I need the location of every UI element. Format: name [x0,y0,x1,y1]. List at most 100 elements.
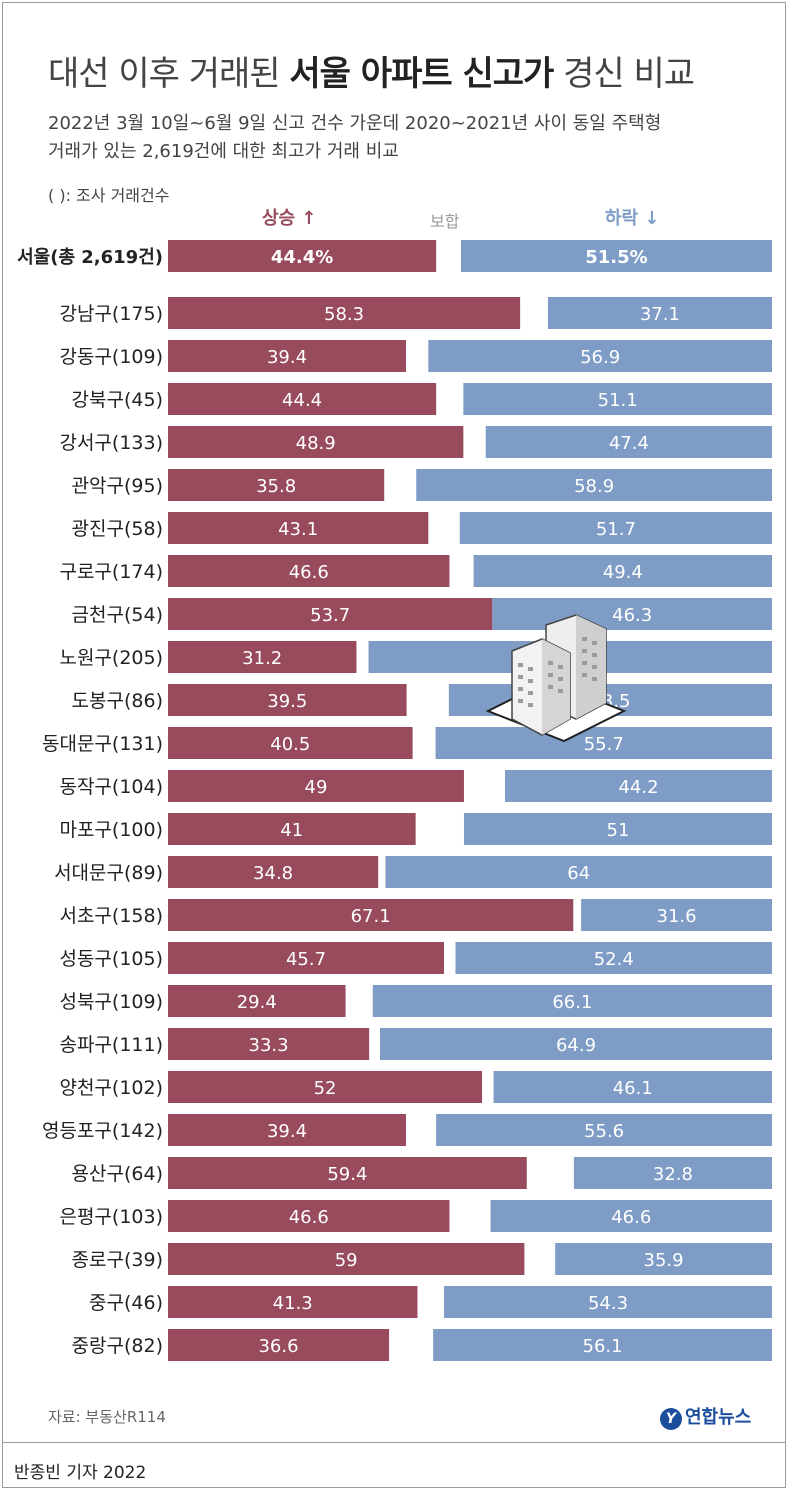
bar-down [436,1114,772,1146]
category-label: 관악구(95) [72,475,163,497]
category-label: 강서구(133) [59,432,163,454]
category-label: 은평구(103) [59,1206,163,1228]
category-label: 서대문구(89) [54,862,163,884]
data-label-up: 29.4 [237,992,277,1013]
data-label-down: 32.8 [653,1164,693,1185]
bar-down [460,240,772,272]
data-label-up: 46.6 [289,1207,329,1228]
category-label: 성동구(105) [59,948,163,970]
data-label-up: 39.5 [267,691,307,712]
bar-up [168,727,413,759]
data-label-down: 35.9 [644,1250,684,1271]
category-label: 광진구(58) [72,518,163,540]
data-label-down: 55.7 [584,734,624,755]
data-label-up: 49 [305,777,328,798]
chart-subtitle: 2022년 3월 10일~6월 9일 신고 건수 가운데 2020~2021년 … [48,113,662,162]
bar-up [168,1286,418,1318]
data-label-up: 45.7 [286,949,326,970]
bar-up [168,770,464,802]
category-label: 마포구(100) [59,819,163,841]
bar-down [385,856,772,888]
bar-up [168,469,385,501]
bar-down [459,512,772,544]
up-arrow-icon: ↑ [301,208,317,229]
data-label-down: 66.1 [552,992,592,1013]
data-label-up: 31.2 [242,648,282,669]
brand-icon: Y [660,1408,682,1430]
bar-up [168,598,493,630]
bar-up [168,1028,370,1060]
data-label-up: 43.1 [278,519,318,540]
data-label-up: 34.8 [253,863,293,884]
bar-down [493,1071,772,1103]
data-label-down: 37.1 [640,304,680,325]
chart-title: 대선 이후 거래된 서울 아파트 신고가 경신 비교 [48,54,695,94]
bar-up [168,856,379,888]
bar-up [168,297,521,329]
bar-up [168,899,574,931]
bar-up [168,641,357,673]
category-label: 강남구(175) [59,303,163,325]
bar-down [485,426,772,458]
bar-up [168,1114,406,1146]
bar-down [490,1200,772,1232]
data-label-down: 46.6 [611,1207,651,1228]
data-label-down: 46.3 [612,605,652,626]
bar-down [455,942,772,974]
category-label: 중랑구(82) [72,1335,163,1357]
category-label: 중구(46) [89,1292,163,1314]
bar-up [168,1200,450,1232]
bar-up [168,813,416,845]
category-label: 금천구(54) [72,604,163,626]
divider [2,1442,786,1443]
data-label-down: 55.6 [584,1121,624,1142]
data-label-up: 41 [280,820,303,841]
data-label-up: 39.4 [267,1121,307,1142]
data-label-up: 46.6 [289,562,329,583]
data-label-down: 46.1 [613,1078,653,1099]
brand-logo: Y 연합뉴스 [660,1403,751,1430]
bar-down [555,1243,772,1275]
bar-down [505,770,772,802]
bar-down [380,1028,772,1060]
data-label-down: 64 [567,863,590,884]
data-label-up: 67.1 [351,906,391,927]
category-label: 동대문구(131) [42,733,163,755]
data-label-up: 58.3 [324,304,364,325]
bar-down [416,469,772,501]
bar-down [428,340,772,372]
category-label: 송파구(111) [59,1034,163,1056]
bar-down [444,1286,772,1318]
data-label-up: 39.4 [267,347,307,368]
legend-flat: 보합 [430,212,460,231]
down-arrow-icon: ↓ [644,208,660,229]
data-label-up: 41.3 [273,1293,313,1314]
data-label-down: 56.9 [580,347,620,368]
bar-down [433,1329,772,1361]
bar-up [168,340,406,372]
bar-down [581,899,772,931]
data-label-down: 49.4 [603,562,643,583]
category-label: 종로구(39) [72,1249,163,1271]
category-label: 구로구(174) [59,561,163,583]
bar-down [463,383,772,415]
bar-up [168,383,437,415]
data-label-down: 47.4 [609,433,649,454]
category-label: 성북구(109) [59,991,163,1013]
data-label-up: 40.5 [270,734,310,755]
bar-down [573,1157,772,1189]
data-label-down: 56.1 [583,1336,623,1357]
bar-up [168,1157,527,1189]
data-label-up: 33.3 [249,1035,289,1056]
category-label: 서초구(158) [59,905,163,927]
bar-down [547,297,772,329]
bar-down [463,813,772,845]
byline: 반종빈 기자 2022 [14,1463,147,1483]
count-note: ( ): 조사 거래건수 [48,186,170,205]
bar-down [473,555,772,587]
category-label: 노원구(205) [59,647,163,669]
data-label-down: 64.9 [556,1035,596,1056]
bar-up [168,1071,483,1103]
